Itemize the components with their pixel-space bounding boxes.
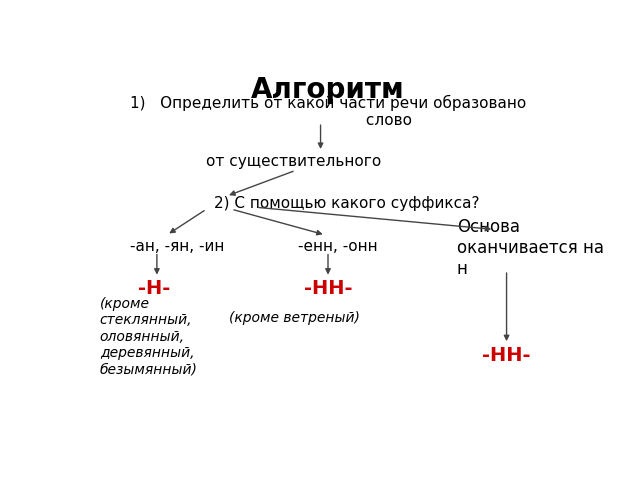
Text: 2) С помощью какого суффикса?: 2) С помощью какого суффикса? xyxy=(214,196,479,211)
Text: Основа
оканчивается на
н: Основа оканчивается на н xyxy=(457,218,604,278)
Text: Алгоритм: Алгоритм xyxy=(251,76,405,104)
Text: (кроме
стеклянный,
оловянный,
деревянный,
безымянный): (кроме стеклянный, оловянный, деревянный… xyxy=(100,297,198,376)
Text: 1)   Определить от какой части речи образовано
                         слово: 1) Определить от какой части речи образо… xyxy=(130,95,526,128)
Text: -ан, -ян, -ин: -ан, -ян, -ин xyxy=(129,239,224,253)
Text: -Н-: -Н- xyxy=(138,279,170,298)
Text: -НН-: -НН- xyxy=(483,346,531,365)
Text: -енн, -онн: -енн, -онн xyxy=(298,239,378,253)
Text: -НН-: -НН- xyxy=(304,279,352,298)
Text: (кроме ветреный): (кроме ветреный) xyxy=(229,311,360,325)
Text: от существительного: от существительного xyxy=(205,154,381,168)
